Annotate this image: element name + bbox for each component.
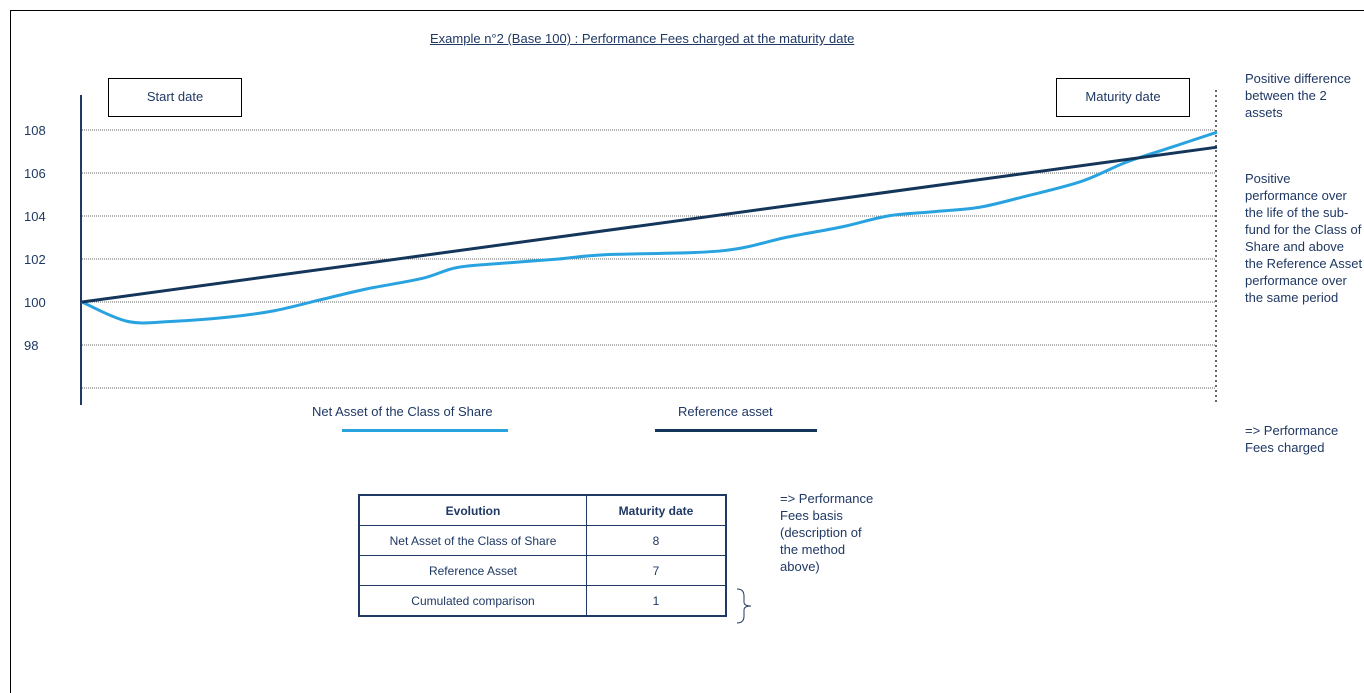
brace-icon (736, 588, 752, 624)
table-cell-value: 8 (586, 525, 727, 556)
chart-title: Example n°2 (Base 100) : Performance Fee… (430, 31, 855, 46)
side-note-performance: Positive performance over the life of th… (1245, 171, 1363, 305)
table-cell-value: 7 (586, 555, 727, 586)
y-tick-label: 108 (24, 123, 46, 138)
series-line-reference (81, 145, 1218, 304)
table-row: Reference Asset 7 (358, 555, 727, 586)
start-date-box: Start date (108, 78, 242, 117)
series-lines (81, 130, 1218, 325)
table-cell-label: Reference Asset (358, 555, 587, 586)
side-note-fees-charged: => Performance Fees charged (1245, 423, 1339, 455)
table-cell-label: Net Asset of the Class of Share (358, 525, 587, 556)
legend-swatch-nav (342, 429, 508, 432)
y-tick-label: 100 (24, 295, 46, 310)
table-row: Cumulated comparison 1 (358, 585, 727, 617)
table-cell-label: Cumulated comparison (358, 585, 587, 617)
series-line-nav (81, 130, 1218, 325)
legend-swatch-ref (655, 429, 817, 432)
evolution-table: Evolution Maturity date Net Asset of the… (358, 494, 727, 617)
y-tick-label: 104 (24, 209, 46, 224)
y-tick-label: 98 (24, 338, 38, 353)
grid-lines (82, 129, 1216, 389)
side-note-difference: Positive difference between the 2 assets (1245, 71, 1351, 120)
maturity-date-box: Maturity date (1056, 78, 1190, 117)
performance-fees-basis-note: => Performance Fees basis (description o… (780, 491, 874, 574)
table-cell-value: 1 (586, 585, 727, 617)
y-tick-labels: 98 100 102 104 106 108 (24, 123, 46, 353)
legend-label-ref: Reference asset (678, 404, 773, 419)
table-row: Net Asset of the Class of Share 8 (358, 525, 727, 556)
legend-label-nav: Net Asset of the Class of Share (312, 404, 493, 419)
y-tick-label: 106 (24, 166, 46, 181)
table-header-evolution: Evolution (358, 494, 587, 526)
y-tick-label: 102 (24, 252, 46, 267)
table-header-maturity: Maturity date (586, 494, 727, 526)
slide-frame (10, 10, 1364, 693)
table-header-row: Evolution Maturity date (358, 494, 727, 526)
